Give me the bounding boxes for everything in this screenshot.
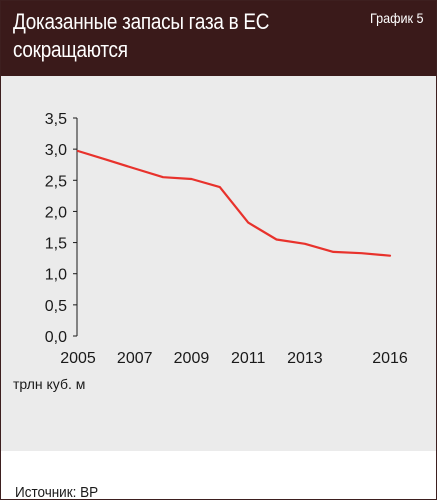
series-line <box>76 149 392 257</box>
y-tick-label: 0,0 <box>45 329 67 346</box>
y-tick-label: 0,5 <box>45 298 67 315</box>
x-tick-label: 2007 <box>117 350 153 367</box>
x-tick-label: 2013 <box>287 350 323 367</box>
x-tick-label: 2009 <box>174 350 210 367</box>
source-panel <box>1 451 436 499</box>
x-tick-label: 2005 <box>60 350 96 367</box>
y-tick-label: 3,0 <box>45 142 67 159</box>
y-tick-label: 3,5 <box>45 111 67 128</box>
chart-marks <box>76 149 392 257</box>
y-tick-label: 1,0 <box>45 267 67 284</box>
source-note: Источник: BP <box>15 484 99 501</box>
plot-panel <box>1 76 436 451</box>
y-tick-label: 1,5 <box>45 236 67 253</box>
x-tick-label: 2011 <box>231 350 266 367</box>
chart-axes: 0,0 0,5 1,0 1,5 2,0 2,5 3,0 3,5 2005 2007 2009 2011… <box>45 111 408 367</box>
chart-number-badge: График 5 <box>370 10 424 26</box>
chart-header: Доказанные запасы газа в ЕС сокращаются … <box>1 1 436 76</box>
y-tick-label: 2,0 <box>45 204 67 221</box>
x-tick-label: 2016 <box>372 350 408 367</box>
y-axis-unit-label: трлн куб. м <box>13 376 85 392</box>
y-tick-label: 2,5 <box>45 173 67 190</box>
chart-title: Доказанные запасы газа в ЕС сокращаются <box>13 9 270 62</box>
